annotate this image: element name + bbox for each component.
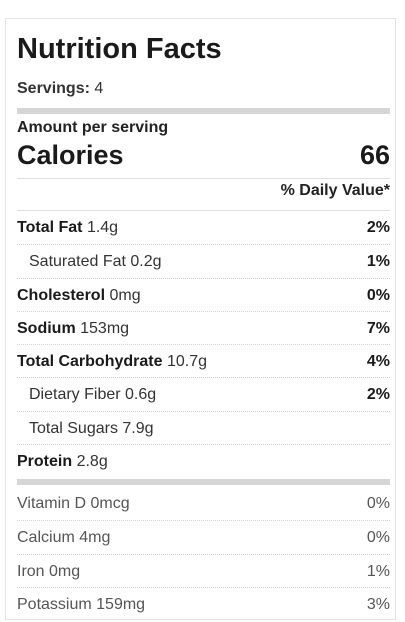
vitamin-row-calcium: Calcium 4mg 0% — [17, 521, 390, 554]
vitamin-row-potassium: Potassium 159mg 3% — [17, 588, 390, 621]
nutrient-name: Sodium 153mg — [17, 320, 129, 338]
nutrient-percent: 2% — [366, 385, 390, 403]
nutrient-row-total-fat: Total Fat 1.4g 2% — [17, 211, 390, 244]
nutrient-row-protein: Protein 2.8g — [17, 445, 390, 478]
nutrition-label: Nutrition Facts Servings: 4 Amount per s… — [5, 18, 396, 620]
divider — [17, 244, 390, 245]
divider — [17, 520, 390, 521]
nutrient-amount: 1.4g — [86, 218, 119, 236]
nutrient-amount: 0mg — [109, 286, 141, 304]
servings-value: 4 — [94, 80, 104, 97]
nutrient-amount: 7.9g — [122, 419, 154, 437]
nutrient-percent: 1% — [366, 252, 390, 270]
divider — [17, 210, 390, 211]
vitamin-percent: 0% — [366, 528, 390, 546]
nutrient-row-dietary-fiber: Dietary Fiber 0.6g 2% — [17, 378, 390, 411]
section-divider-vitamins — [17, 479, 390, 485]
vitamin-percent: 3% — [366, 595, 390, 613]
nutrient-amount: 153mg — [80, 319, 130, 337]
vitamin-percent: 1% — [366, 562, 390, 580]
nutrient-row-total-carbohydrate: Total Carbohydrate 10.7g 4% — [17, 345, 390, 378]
calories-label: Calories — [17, 140, 124, 170]
nutrient-row-total-sugars: Total Sugars 7.9g — [17, 412, 390, 445]
amount-per-serving: Amount per serving — [17, 119, 169, 136]
nutrient-row-cholesterol: Cholesterol 0mg 0% — [17, 279, 390, 312]
nutrient-label: Total Carbohydrate — [17, 352, 163, 370]
nutrient-name: Protein 2.8g — [17, 453, 108, 471]
vitamin-row-vitamin-d: Vitamin D 0mcg 0% — [17, 487, 390, 520]
divider — [17, 278, 390, 279]
nutrient-amount: 0.6g — [125, 385, 157, 403]
nutrient-label: Dietary Fiber — [29, 385, 121, 403]
vitamin-label: Potassium — [17, 595, 92, 613]
vitamin-amount: 0mg — [49, 562, 81, 580]
daily-value-header: % Daily Value* — [280, 182, 390, 199]
nutrient-label: Total Sugars — [29, 419, 118, 437]
nutrient-percent: 7% — [366, 319, 390, 337]
nutrient-amount: 2.8g — [76, 452, 108, 470]
vitamin-row-iron: Iron 0mg 1% — [17, 555, 390, 588]
nutrient-name: Dietary Fiber 0.6g — [17, 386, 156, 404]
nutrient-label: Total Fat — [17, 218, 83, 236]
vitamin-percent: 0% — [366, 494, 390, 512]
divider — [17, 344, 390, 345]
calories-row: Calories 66 — [17, 140, 390, 176]
divider — [17, 444, 390, 445]
nutrient-amount: 0.2g — [130, 252, 162, 270]
vitamin-amount: 4mg — [79, 528, 111, 546]
divider — [17, 377, 390, 378]
vitamin-name: Vitamin D 0mcg — [17, 495, 130, 513]
vitamin-amount: 0mcg — [90, 494, 130, 512]
nutrient-label: Protein — [17, 452, 73, 470]
vitamin-label: Calcium — [17, 528, 75, 546]
nutrient-name: Cholesterol 0mg — [17, 287, 141, 305]
nutrient-amount: 10.7g — [166, 352, 207, 370]
nutrient-row-saturated-fat: Saturated Fat 0.2g 1% — [17, 245, 390, 278]
vitamin-amount: 159mg — [96, 595, 146, 613]
nutrient-label: Sodium — [17, 319, 76, 337]
section-divider-top — [17, 108, 390, 114]
nutrient-name: Total Carbohydrate 10.7g — [17, 353, 207, 371]
servings-label: Servings: — [17, 80, 90, 97]
nutrition-title: Nutrition Facts — [17, 33, 222, 65]
nutrient-percent: 4% — [366, 352, 390, 370]
vitamin-name: Iron 0mg — [17, 563, 80, 581]
nutrient-name: Total Sugars 7.9g — [17, 420, 154, 438]
divider — [17, 178, 390, 179]
divider — [17, 411, 390, 412]
calories-value: 66 — [359, 140, 390, 170]
divider — [17, 554, 390, 555]
nutrient-label: Cholesterol — [17, 286, 106, 304]
nutrient-label: Saturated Fat — [29, 252, 126, 270]
vitamin-label: Vitamin D — [17, 494, 87, 512]
nutrient-name: Saturated Fat 0.2g — [17, 253, 162, 271]
nutrient-percent: 0% — [366, 286, 390, 304]
divider — [17, 587, 390, 588]
divider — [17, 311, 390, 312]
nutrient-row-sodium: Sodium 153mg 7% — [17, 312, 390, 345]
nutrient-name: Total Fat 1.4g — [17, 219, 118, 237]
nutrient-percent: 2% — [366, 218, 390, 236]
servings-line: Servings: 4 — [17, 80, 103, 98]
vitamin-name: Calcium 4mg — [17, 529, 110, 547]
vitamin-name: Potassium 159mg — [17, 596, 145, 614]
vitamin-label: Iron — [17, 562, 45, 580]
